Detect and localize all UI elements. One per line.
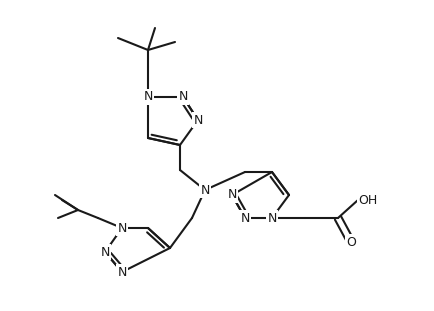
Text: N: N [201,183,210,197]
Text: N: N [178,91,187,104]
Text: N: N [193,114,203,127]
Text: O: O [346,235,356,248]
Text: N: N [117,221,127,234]
Text: N: N [143,91,153,104]
Text: N: N [267,211,277,225]
Text: OH: OH [358,193,377,207]
Text: N: N [117,266,127,278]
Text: N: N [227,188,237,202]
Text: N: N [100,245,110,258]
Text: N: N [240,211,250,225]
